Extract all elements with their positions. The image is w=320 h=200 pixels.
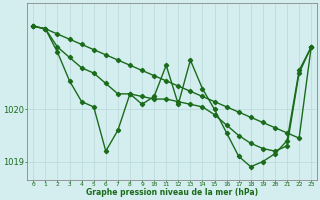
X-axis label: Graphe pression niveau de la mer (hPa): Graphe pression niveau de la mer (hPa)	[86, 188, 258, 197]
